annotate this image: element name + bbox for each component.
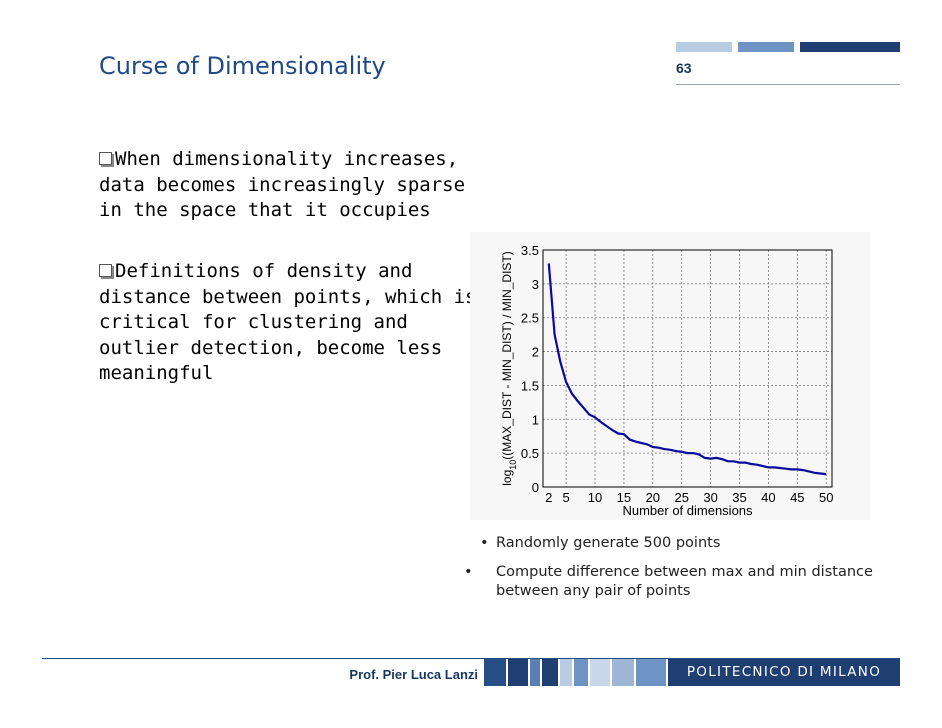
x-tick-label: 40 (761, 490, 775, 505)
institution-logo: POLITECNICO DI MILANO (668, 659, 900, 686)
bullet-item-sparsity: When dimensionality increases, data beco… (99, 147, 489, 224)
y-axis-label: log10((MAX_DIST - MIN_DIST) / MIN_DIST) (500, 251, 518, 485)
header-decor-bar-dark (800, 42, 900, 52)
bullet-text: Definitions of density and distance betw… (99, 260, 477, 384)
bullet-dot-icon: • (464, 564, 473, 580)
footer-stripe (542, 659, 558, 686)
y-axis-label-expr: ((MAX_DIST - MIN_DIST) / MIN_DIST) (500, 251, 514, 459)
bullet-dot-icon: • (480, 535, 489, 551)
x-tick-label: 30 (703, 490, 717, 505)
footer-stripe (560, 659, 572, 686)
bullet-text: When dimensionality increases, data beco… (99, 148, 466, 221)
chart-svg: 00.511.522.533.52 5 10 15 20 25 30 35 40 45 50 Num… (500, 243, 834, 518)
bullet-item-density: Definitions of density and distance betw… (99, 259, 489, 387)
y-tick-label: 2 (532, 345, 539, 360)
footer-stripe (530, 659, 540, 686)
header-decor-bar-mid (738, 42, 794, 52)
note-text: Randomly generate 500 points (496, 535, 721, 551)
footer-stripe (612, 659, 634, 686)
y-tick-label: 1 (532, 412, 539, 427)
note-item-compute: • Compute difference between max and min … (464, 563, 876, 601)
footer-stripe (574, 659, 588, 686)
page-number: 63 (676, 60, 692, 76)
footer-stripe (508, 659, 528, 686)
y-tick-label: 3.5 (521, 243, 539, 258)
y-tick-label: 3 (532, 277, 539, 292)
x-tick-label: 10 (588, 490, 602, 505)
chart-ticks: 00.511.522.533.52 5 10 15 20 25 30 35 40 45 50 (521, 243, 834, 505)
footer-stripe (636, 659, 666, 686)
y-axis-label-log: log (500, 470, 514, 486)
x-tick-label: 25 (674, 490, 688, 505)
header-decor-bar-light (676, 42, 732, 52)
y-tick-label: 1.5 (521, 378, 539, 393)
x-tick-label: 50 (819, 490, 833, 505)
x-tick-label: 35 (732, 490, 746, 505)
title-divider (676, 84, 900, 85)
checkbox-bullet-icon (99, 152, 112, 165)
x-tick-label: 5 (563, 490, 570, 505)
y-tick-label: 0.5 (521, 446, 539, 461)
x-axis-label: Number of dimensions (622, 503, 753, 518)
checkbox-bullet-icon (99, 264, 112, 277)
distance-ratio-chart: 0 0.5 1 1.5 2 2.5 3 3.5 2 5 10 15 20 25 30 35 40 45 50 Num… (470, 232, 870, 520)
x-tick-label: 15 (617, 490, 631, 505)
chart-grid (543, 250, 832, 487)
x-tick-label: 2 (545, 490, 552, 505)
footer-author: Prof. Pier Luca Lanzi (349, 667, 478, 682)
footer-divider (42, 658, 900, 659)
slide-title: Curse of Dimensionality (99, 52, 386, 80)
plot-frame (542, 249, 833, 488)
footer-stripe (484, 659, 506, 686)
note-text: Compute difference between max and min d… (496, 564, 873, 599)
x-tick-label: 20 (646, 490, 660, 505)
series-line (547, 263, 827, 476)
y-tick-label: 0 (532, 480, 539, 495)
y-tick-label: 2.5 (521, 311, 539, 326)
footer-stripe (590, 659, 610, 686)
note-item-generate: • Randomly generate 500 points (480, 534, 860, 553)
x-tick-label: 45 (790, 490, 804, 505)
y-axis-label-base: 10 (508, 460, 518, 470)
